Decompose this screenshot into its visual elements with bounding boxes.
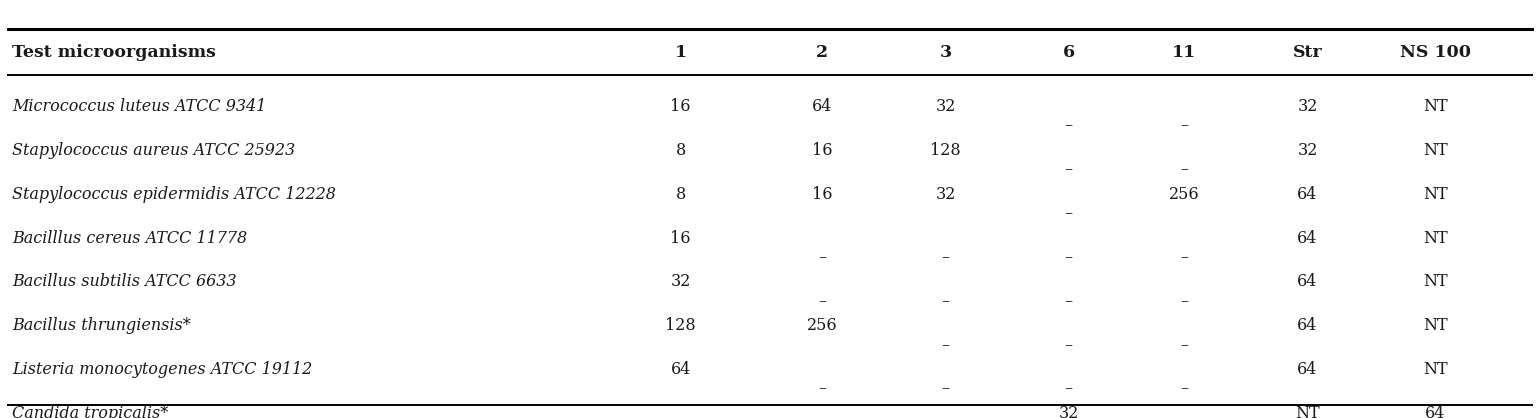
Text: NT: NT <box>1423 229 1448 247</box>
Text: 1: 1 <box>675 44 687 61</box>
Text: –: – <box>818 380 827 398</box>
Text: –: – <box>1180 117 1189 134</box>
Text: 11: 11 <box>1172 44 1197 61</box>
Text: 32: 32 <box>670 273 691 291</box>
Text: –: – <box>1064 293 1073 310</box>
Text: 64: 64 <box>1297 273 1318 291</box>
Text: 64: 64 <box>1297 186 1318 203</box>
Text: 6: 6 <box>1063 44 1075 61</box>
Text: 3: 3 <box>939 44 952 61</box>
Text: –: – <box>1064 336 1073 354</box>
Text: 64: 64 <box>1297 229 1318 247</box>
Text: 16: 16 <box>812 186 833 203</box>
Text: Candida tropicalis*: Candida tropicalis* <box>12 405 168 418</box>
Text: NS 100: NS 100 <box>1400 44 1471 61</box>
Text: 64: 64 <box>812 98 833 115</box>
Text: 2: 2 <box>816 44 829 61</box>
Text: Bacilllus cereus ATCC 11778: Bacilllus cereus ATCC 11778 <box>12 229 248 247</box>
Text: NT: NT <box>1295 405 1320 418</box>
Text: NT: NT <box>1423 98 1448 115</box>
Text: –: – <box>941 293 950 310</box>
Text: 8: 8 <box>676 142 685 159</box>
Text: NT: NT <box>1423 317 1448 334</box>
Text: –: – <box>1180 336 1189 354</box>
Text: –: – <box>818 249 827 266</box>
Text: 256: 256 <box>807 317 838 334</box>
Text: –: – <box>1180 380 1189 398</box>
Text: NT: NT <box>1423 273 1448 291</box>
Text: NT: NT <box>1423 142 1448 159</box>
Text: 64: 64 <box>670 361 691 378</box>
Text: Micrococcus luteus ATCC 9341: Micrococcus luteus ATCC 9341 <box>12 98 266 115</box>
Text: Bacillus subtilis ATCC 6633: Bacillus subtilis ATCC 6633 <box>12 273 237 291</box>
Text: –: – <box>1064 117 1073 134</box>
Text: 32: 32 <box>935 186 956 203</box>
Text: –: – <box>1180 293 1189 310</box>
Text: –: – <box>818 293 827 310</box>
Text: Str: Str <box>1292 44 1323 61</box>
Text: 128: 128 <box>930 142 961 159</box>
Text: –: – <box>1064 205 1073 222</box>
Text: 128: 128 <box>665 317 696 334</box>
Text: –: – <box>1180 249 1189 266</box>
Text: 32: 32 <box>1297 142 1318 159</box>
Text: 64: 64 <box>1297 317 1318 334</box>
Text: –: – <box>1064 249 1073 266</box>
Text: Bacillus thrungiensis*: Bacillus thrungiensis* <box>12 317 191 334</box>
Text: 8: 8 <box>676 186 685 203</box>
Text: 32: 32 <box>935 98 956 115</box>
Text: Test microorganisms: Test microorganisms <box>12 44 216 61</box>
Text: 16: 16 <box>670 229 691 247</box>
Text: –: – <box>1064 380 1073 398</box>
Text: –: – <box>941 380 950 398</box>
Text: Stapylococcus aureus ATCC 25923: Stapylococcus aureus ATCC 25923 <box>12 142 296 159</box>
Text: 32: 32 <box>1058 405 1080 418</box>
Text: Listeria monocytogenes ATCC 19112: Listeria monocytogenes ATCC 19112 <box>12 361 313 378</box>
Text: –: – <box>1064 161 1073 178</box>
Text: NT: NT <box>1423 186 1448 203</box>
Text: –: – <box>941 336 950 354</box>
Text: 32: 32 <box>1297 98 1318 115</box>
Text: NT: NT <box>1423 361 1448 378</box>
Text: 16: 16 <box>812 142 833 159</box>
Text: 64: 64 <box>1424 405 1446 418</box>
Text: Stapylococcus epidermidis ATCC 12228: Stapylococcus epidermidis ATCC 12228 <box>12 186 336 203</box>
Text: –: – <box>941 249 950 266</box>
Text: 256: 256 <box>1169 186 1200 203</box>
Text: 64: 64 <box>1297 361 1318 378</box>
Text: 16: 16 <box>670 98 691 115</box>
Text: –: – <box>1180 161 1189 178</box>
